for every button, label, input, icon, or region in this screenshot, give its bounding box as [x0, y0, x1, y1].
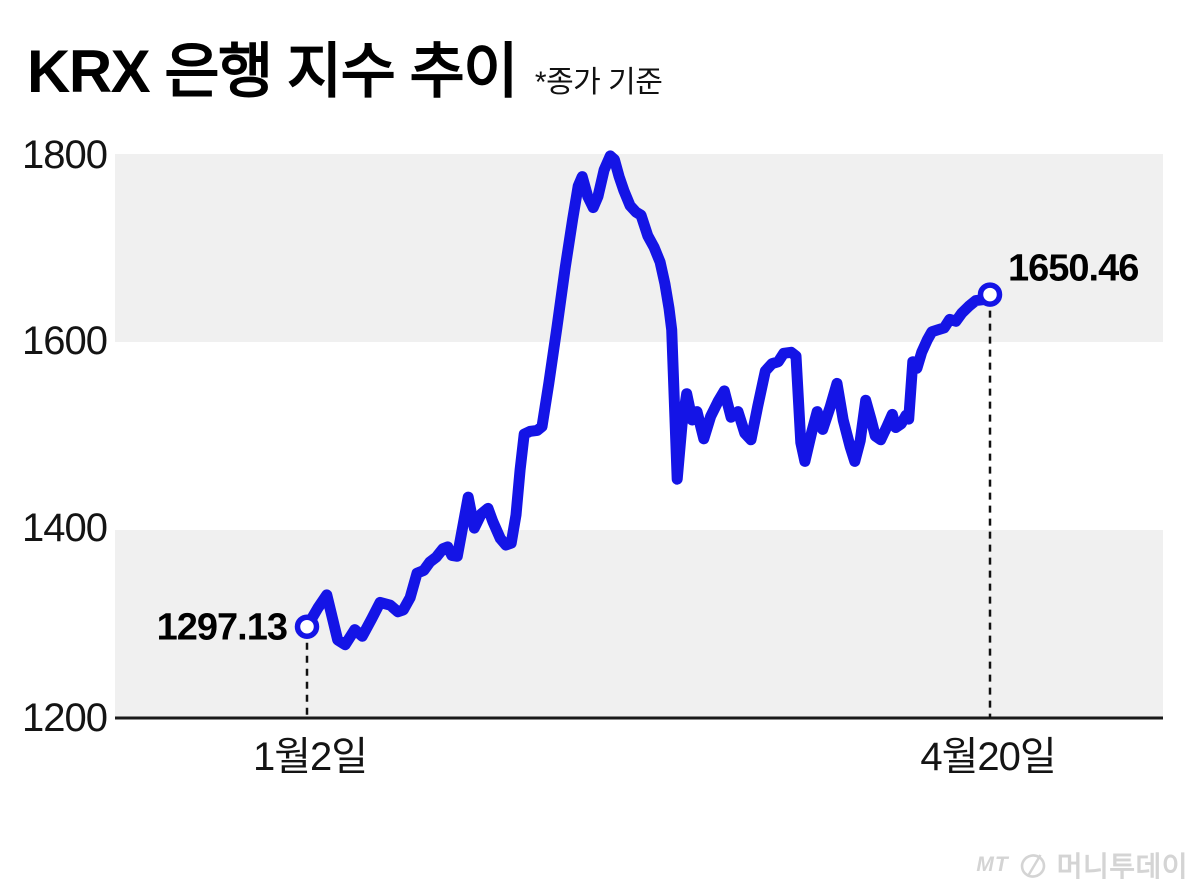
- grid-band-upper: [115, 154, 1163, 342]
- index-line-series: [301, 150, 996, 651]
- y-tick-1800: 1800: [22, 133, 107, 177]
- start-value-label: 1297.13: [157, 607, 287, 649]
- page-title: KRX 은행 지수 추이: [27, 38, 518, 105]
- x-tick-start-date: 1월2일: [253, 735, 367, 779]
- moneytoday-wordmark: 머니투데이: [1056, 851, 1188, 882]
- moneytoday-circle-icon: [1020, 854, 1045, 878]
- moneytoday-logo: MT 머니투데이: [976, 845, 1188, 885]
- y-tick-1400: 1400: [22, 506, 107, 550]
- title-row: KRX 은행 지수 추이 *종가 기준: [27, 38, 663, 105]
- chart-subtitle-note: *종가 기준: [534, 66, 663, 99]
- end-point-marker: [977, 282, 1003, 307]
- start-point-marker: [294, 614, 320, 639]
- grid-band-lower: [115, 530, 1163, 718]
- x-tick-end-date: 4월20일: [920, 735, 1055, 779]
- y-tick-1200: 1200: [22, 696, 107, 740]
- y-tick-1600: 1600: [22, 319, 107, 363]
- mt-monogram: MT: [976, 853, 1009, 876]
- end-value-label: 1650.46: [1008, 248, 1138, 290]
